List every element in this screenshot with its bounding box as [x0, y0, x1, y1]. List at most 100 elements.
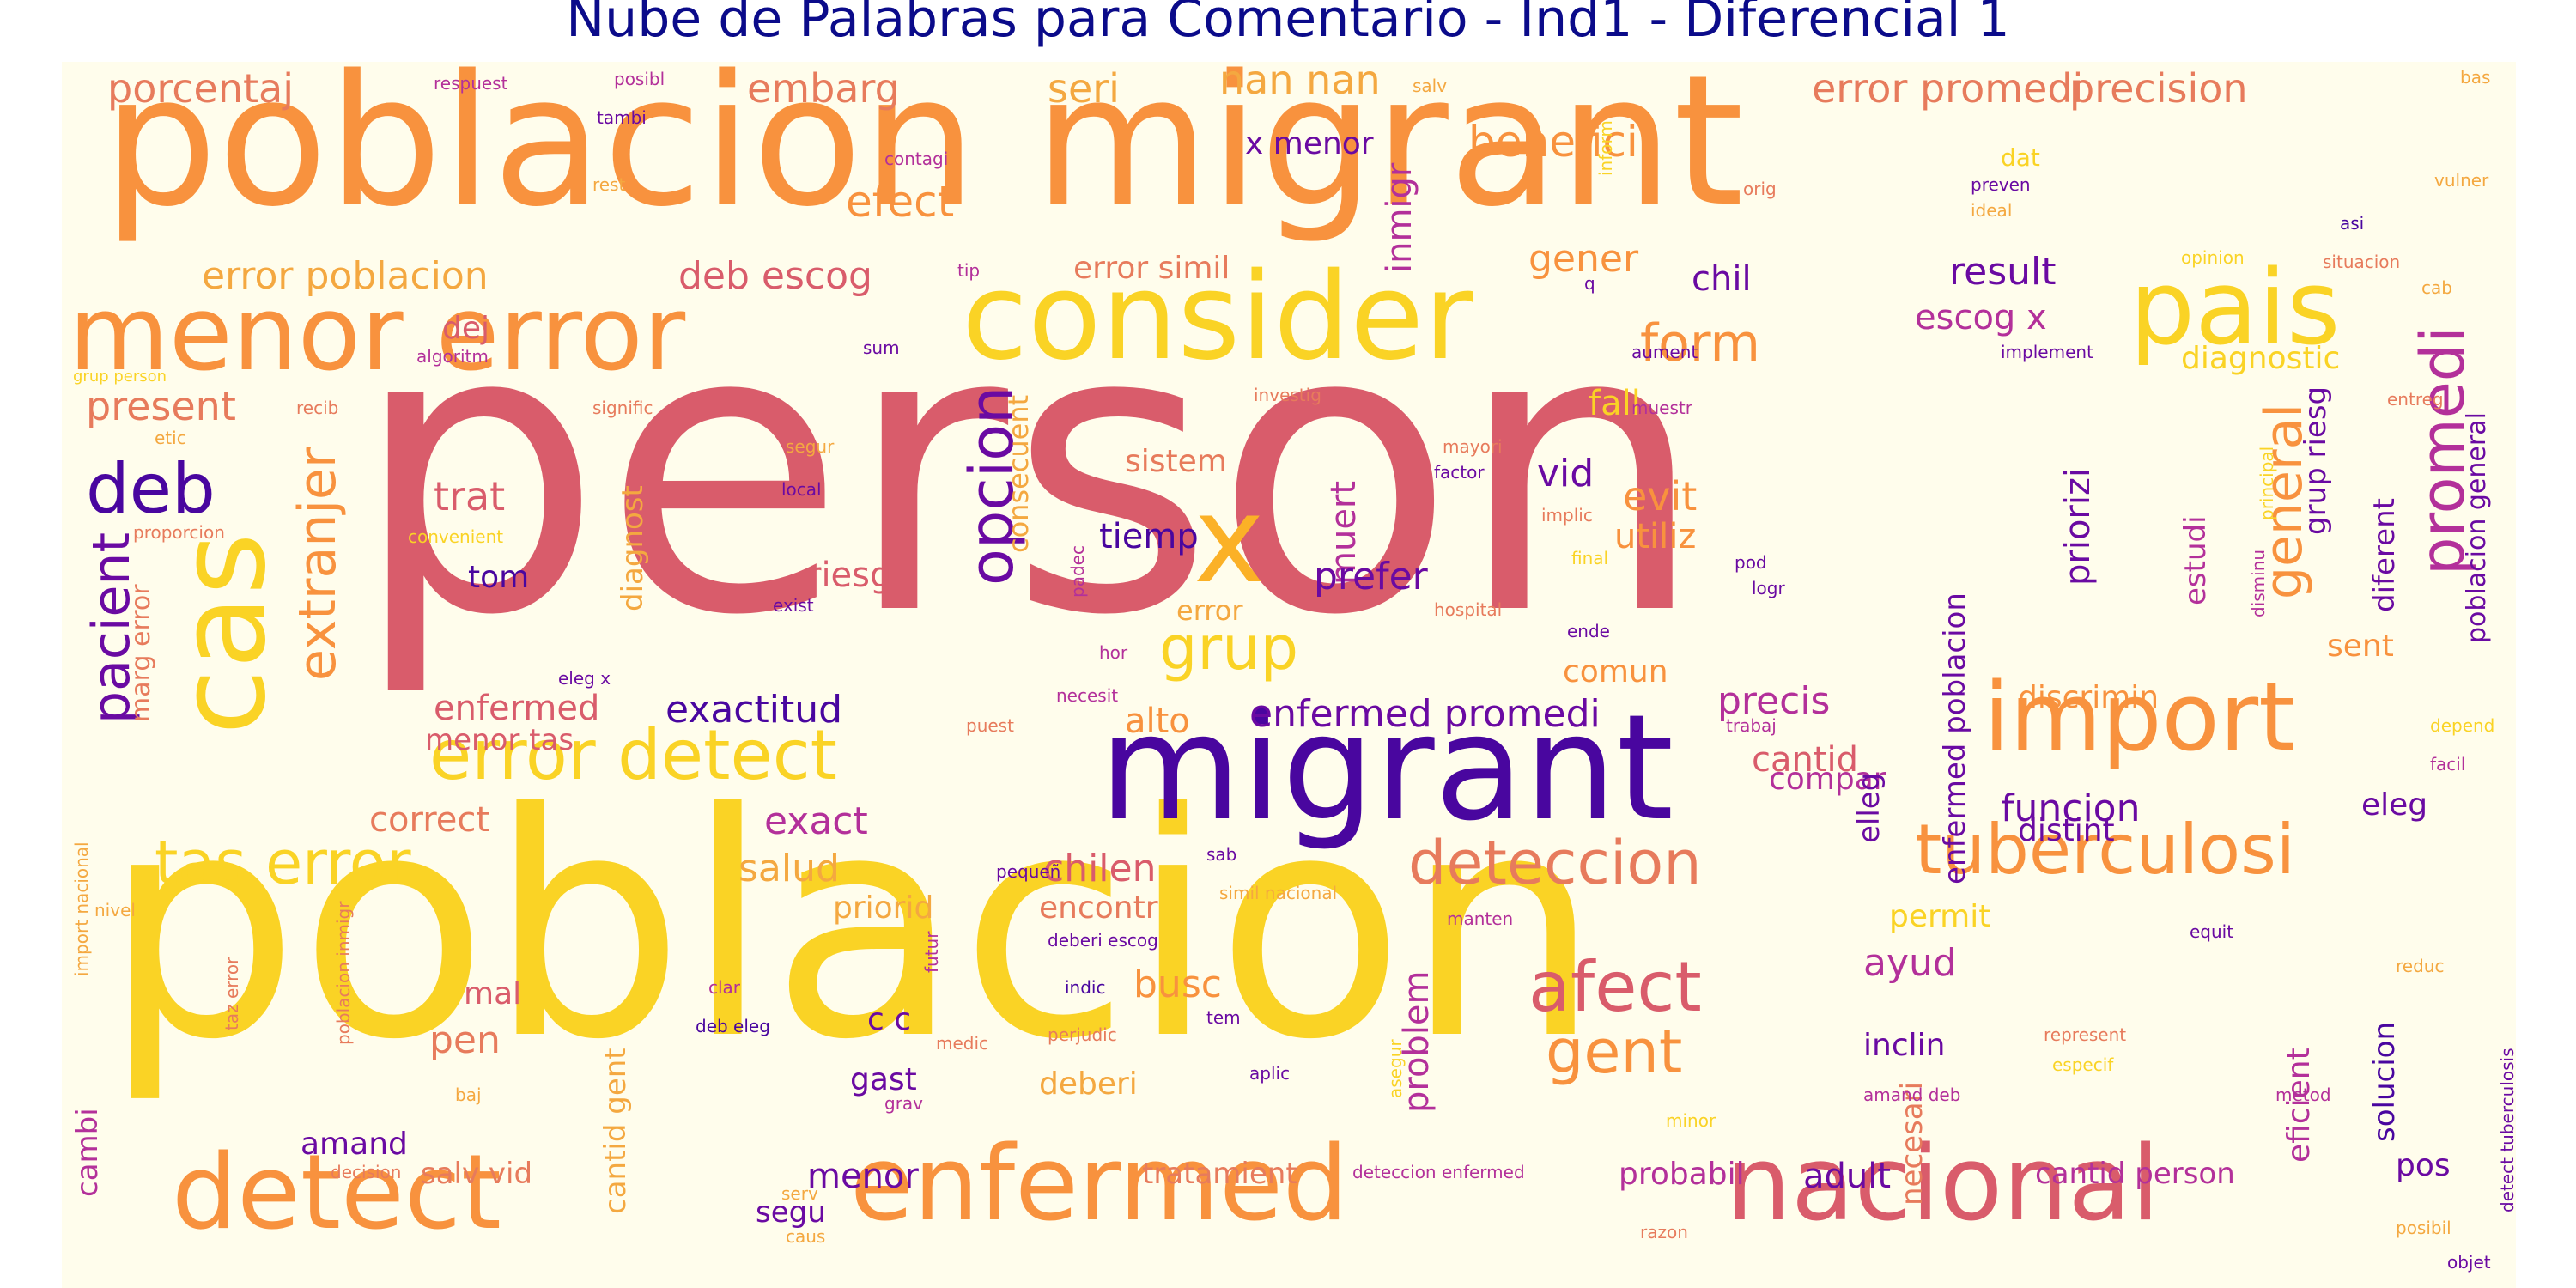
- cloud-word: eleg: [2361, 787, 2428, 823]
- cloud-word: riesg: [807, 556, 892, 595]
- cloud-word: cantid gent: [598, 1048, 633, 1214]
- cloud-word: nan nan: [1219, 62, 1381, 103]
- cloud-word: diagnost: [616, 485, 650, 611]
- cloud-word: exactitud: [665, 688, 843, 732]
- cloud-word: padec: [1067, 545, 1088, 598]
- cloud-word: hor: [1099, 642, 1128, 663]
- cloud-word: simil nacional: [1219, 883, 1338, 903]
- cloud-word: enfermed: [850, 1125, 1349, 1244]
- cloud-word: q: [1584, 273, 1595, 294]
- cloud-word: alto: [1125, 702, 1190, 741]
- cloud-word: signific: [592, 398, 653, 418]
- cloud-word: deb escog: [678, 254, 872, 298]
- cloud-word: exist: [773, 595, 814, 616]
- cloud-word: futur: [921, 932, 942, 974]
- cloud-word: necesit: [1056, 685, 1119, 706]
- cloud-word: poblacion: [103, 747, 1601, 1107]
- cloud-word: grav: [884, 1093, 924, 1114]
- cloud-word: posibl: [614, 69, 665, 89]
- cloud-word: manten: [1447, 908, 1514, 929]
- cloud-word: form: [1640, 313, 1760, 374]
- cloud-word: exact: [764, 799, 868, 843]
- cloud-word: result: [1949, 250, 2057, 294]
- cloud-word: sistem: [1125, 444, 1227, 479]
- cloud-word: grup riesg: [2299, 386, 2333, 536]
- cloud-word: permit: [1889, 899, 1991, 934]
- cloud-word: x: [1194, 471, 1265, 611]
- cloud-word: error simil: [1073, 251, 1230, 286]
- cloud-word: baj: [455, 1084, 482, 1105]
- cloud-word: pod: [1735, 552, 1767, 573]
- cloud-word: nacional: [1726, 1125, 2160, 1244]
- cloud-word: sent: [2327, 629, 2394, 664]
- cloud-word: ideal: [1971, 200, 2013, 221]
- cloud-word: tem: [1206, 1007, 1241, 1028]
- cloud-word: rest: [592, 174, 626, 195]
- cloud-word: tratamient: [1142, 1157, 1297, 1191]
- cloud-word: metod: [2275, 1084, 2331, 1105]
- cloud-word: benefici: [1468, 117, 1638, 167]
- cloud-word: error: [1176, 594, 1243, 627]
- cloud-word: taz error: [222, 957, 242, 1031]
- cloud-word: cantid: [1752, 740, 1859, 780]
- cloud-word: eleg x: [558, 668, 611, 689]
- cloud-word: grup person: [73, 368, 167, 386]
- cloud-word: amand: [301, 1127, 408, 1162]
- cloud-word: distint: [2018, 813, 2115, 848]
- cloud-word: consecuent: [1002, 395, 1035, 554]
- cloud-word: pen: [429, 1018, 501, 1062]
- cloud-word: utiliz: [1614, 517, 1697, 556]
- cloud-word: pais: [2129, 249, 2341, 368]
- cloud-word: chilen: [1043, 847, 1157, 890]
- cloud-word: segu: [756, 1195, 826, 1230]
- cloud-word: implement: [2001, 342, 2093, 362]
- cloud-word: amand deb: [1863, 1084, 1961, 1105]
- cloud-word: estudi: [2178, 515, 2213, 605]
- cloud-word: error poblacion: [202, 254, 489, 298]
- cloud-word: tom: [468, 560, 530, 595]
- cloud-word: final: [1571, 548, 1609, 568]
- cloud-word: puest: [966, 715, 1014, 736]
- cloud-word: discrimin: [2018, 680, 2160, 715]
- cloud-word: salv vid: [421, 1157, 533, 1191]
- cloud-word: objet: [2447, 1252, 2491, 1273]
- cloud-word: ayud: [1863, 941, 1957, 985]
- cloud-word: contagi: [884, 149, 949, 169]
- cloud-word: deteccion enfermed: [1352, 1162, 1525, 1182]
- cloud-word: gast: [850, 1062, 917, 1097]
- cloud-word: menor error: [69, 275, 686, 394]
- cloud-word: detect tuberculosis: [2497, 1048, 2516, 1212]
- cloud-word: dat: [2001, 143, 2040, 172]
- cloud-word: busc: [1133, 963, 1222, 1006]
- cloud-word: menor tas: [425, 723, 574, 757]
- cloud-word: indic: [1065, 977, 1106, 998]
- cloud-word: depend: [2430, 715, 2495, 736]
- cloud-word: cas: [153, 532, 293, 735]
- cloud-word: person: [352, 242, 1706, 702]
- cloud-word: etic: [155, 428, 186, 448]
- cloud-word: probabil: [1619, 1157, 1745, 1192]
- cloud-word: sum: [863, 337, 900, 358]
- cloud-word: cambi: [70, 1108, 105, 1197]
- cloud-word: porcentaj: [107, 65, 294, 112]
- cloud-word: vulner: [2434, 170, 2489, 191]
- word-cloud: person poblacion poblacion migrant migrant c…: [62, 62, 2516, 1288]
- cloud-word: situacion: [2323, 252, 2401, 272]
- cloud-word: elleg: [1852, 773, 1886, 844]
- cloud-word: c c: [867, 1002, 912, 1037]
- cloud-word: funcion: [2001, 787, 2141, 830]
- cloud-word: salud: [738, 847, 840, 890]
- cloud-word: grup: [1159, 613, 1299, 683]
- cloud-word: enfermed poblacion: [1938, 592, 1972, 884]
- cloud-word: inmigr: [1380, 163, 1419, 274]
- cloud-word: muestr: [1631, 398, 1692, 418]
- cloud-word: deberi escog: [1048, 930, 1158, 951]
- cloud-word: embarg: [747, 65, 900, 112]
- cloud-word: enfermed promedi: [1249, 692, 1601, 736]
- cloud-word: deb: [86, 449, 216, 529]
- cloud-word: preven: [1971, 174, 2031, 195]
- cloud-word: posibil: [2396, 1218, 2451, 1238]
- cloud-word: trabaj: [1726, 715, 1777, 736]
- cloud-word: marg error: [126, 584, 156, 722]
- cloud-word: trat: [434, 473, 506, 519]
